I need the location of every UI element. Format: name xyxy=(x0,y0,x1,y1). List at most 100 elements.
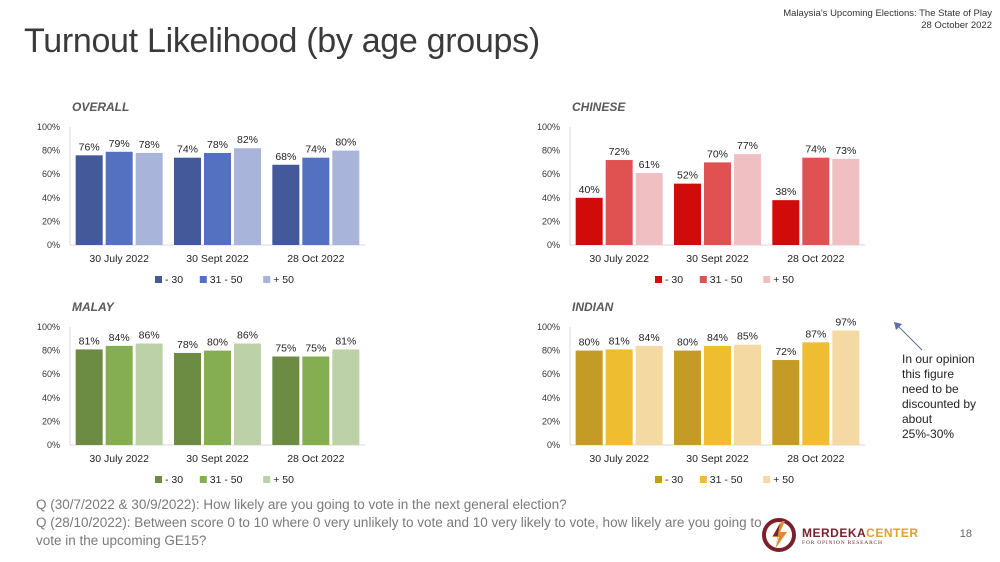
data-label: 81% xyxy=(79,335,100,347)
bar xyxy=(234,343,261,445)
bar xyxy=(674,350,701,445)
bar xyxy=(302,356,330,445)
legend-label: 31 - 50 xyxy=(710,474,743,486)
data-label: 82% xyxy=(237,134,258,146)
data-label: 61% xyxy=(639,159,660,171)
data-label: 84% xyxy=(109,332,130,344)
y-tick-label: 60% xyxy=(542,369,560,379)
data-label: 80% xyxy=(207,337,228,349)
x-tick-label: 30 Sept 2022 xyxy=(686,453,749,465)
legend-swatch xyxy=(699,476,707,483)
y-tick-label: 100% xyxy=(537,122,560,132)
bar xyxy=(272,356,300,445)
survey-question-footnote: Q (30/7/2022 & 30/9/2022): How likely ar… xyxy=(36,496,766,550)
data-label: 81% xyxy=(335,335,356,347)
chart-overall-svg: OVERALL 0% 20% 40% 60% 80% 100% 76% 79% 78% 30 Jul… xyxy=(37,100,365,286)
bar xyxy=(575,350,603,445)
bar xyxy=(174,157,201,245)
legend-swatch xyxy=(155,476,162,483)
bar xyxy=(272,164,300,245)
y-tick-label: 80% xyxy=(42,146,60,156)
y-tick-label: 80% xyxy=(542,346,560,356)
x-tick-label: 30 Sept 2022 xyxy=(186,253,249,265)
bar xyxy=(832,330,860,445)
legend-label: + 50 xyxy=(273,474,294,486)
data-label: 78% xyxy=(139,139,160,151)
bar xyxy=(204,350,231,445)
legend-swatch xyxy=(155,276,162,283)
data-label: 75% xyxy=(275,343,296,355)
x-tick-label: 28 Oct 2022 xyxy=(287,253,344,265)
legend-swatch xyxy=(763,276,771,283)
legend-swatch xyxy=(199,276,207,283)
data-label: 52% xyxy=(677,170,698,182)
chart-title: INDIAN xyxy=(572,300,614,314)
data-label: 68% xyxy=(275,151,296,163)
bar xyxy=(635,173,663,245)
legend-swatch xyxy=(655,476,662,483)
y-tick-label: 60% xyxy=(542,169,560,179)
merdeka-center-logo: MERDEKACENTER FOR OPINION RESEARCH xyxy=(760,515,918,555)
legend-swatch xyxy=(263,476,271,483)
chart-title: OVERALL xyxy=(72,100,129,114)
data-label: 84% xyxy=(707,332,728,344)
bar xyxy=(332,349,360,445)
bar xyxy=(105,345,133,445)
bar xyxy=(332,150,360,245)
bar xyxy=(575,197,603,245)
bar xyxy=(135,152,163,245)
question-2: Q (28/10/2022): Between score 0 to 10 wh… xyxy=(36,515,762,548)
x-tick-label: 28 Oct 2022 xyxy=(787,453,844,465)
bar xyxy=(105,151,133,245)
data-label: 77% xyxy=(737,140,758,152)
chart-indian: INDIAN 0% 20% 40% 60% 80% 100% 80% 81% 84% 30 July… xyxy=(530,295,900,500)
bar xyxy=(704,162,731,245)
data-label: 86% xyxy=(139,330,160,342)
y-tick-label: 20% xyxy=(42,416,60,426)
data-label: 79% xyxy=(109,138,130,150)
data-label: 76% xyxy=(79,141,100,153)
legend-label: + 50 xyxy=(773,274,794,286)
legend-label: - 30 xyxy=(665,474,683,486)
data-label: 74% xyxy=(305,144,326,156)
x-tick-label: 30 Sept 2022 xyxy=(186,453,249,465)
y-tick-label: 100% xyxy=(37,122,60,132)
bar xyxy=(704,345,731,445)
bar xyxy=(234,148,261,245)
data-label: 72% xyxy=(775,346,796,358)
x-tick-label: 30 July 2022 xyxy=(89,253,149,265)
page-number: 18 xyxy=(959,528,972,540)
x-tick-label: 30 July 2022 xyxy=(589,253,649,265)
bar xyxy=(135,343,163,445)
legend-label: 31 - 50 xyxy=(210,474,243,486)
legend-swatch xyxy=(699,276,707,283)
data-label: 72% xyxy=(609,146,630,158)
y-tick-label: 0% xyxy=(547,440,560,450)
page-title: Turnout Likelihood (by age groups) xyxy=(24,22,540,60)
y-tick-label: 100% xyxy=(37,322,60,332)
question-1: Q (30/7/2022 & 30/9/2022): How likely ar… xyxy=(36,497,567,512)
data-label: 70% xyxy=(707,148,728,160)
bar xyxy=(802,157,830,245)
y-tick-label: 40% xyxy=(542,193,560,203)
chart-chinese: CHINESE 0% 20% 40% 60% 80% 100% 40% 72% 61% 30 Jul… xyxy=(530,95,900,300)
y-tick-label: 40% xyxy=(542,393,560,403)
chart-indian-svg: INDIAN 0% 20% 40% 60% 80% 100% 80% 81% 84% 30 July… xyxy=(537,300,865,486)
data-label: 38% xyxy=(775,186,796,198)
x-tick-label: 30 Sept 2022 xyxy=(686,253,749,265)
legend-label: 31 - 50 xyxy=(210,274,243,286)
data-label: 81% xyxy=(609,335,630,347)
bar xyxy=(605,160,633,245)
legend-label: - 30 xyxy=(165,474,183,486)
data-label: 97% xyxy=(835,317,856,329)
chart-title: CHINESE xyxy=(572,100,626,114)
y-tick-label: 40% xyxy=(42,193,60,203)
logo-bolt-icon xyxy=(762,518,796,552)
data-label: 80% xyxy=(335,137,356,149)
logo-name-part1: MERDEKA xyxy=(802,526,867,540)
bar xyxy=(734,154,761,245)
x-tick-label: 30 July 2022 xyxy=(89,453,149,465)
data-label: 74% xyxy=(177,144,198,156)
bar xyxy=(772,360,800,445)
y-tick-label: 0% xyxy=(47,240,60,250)
